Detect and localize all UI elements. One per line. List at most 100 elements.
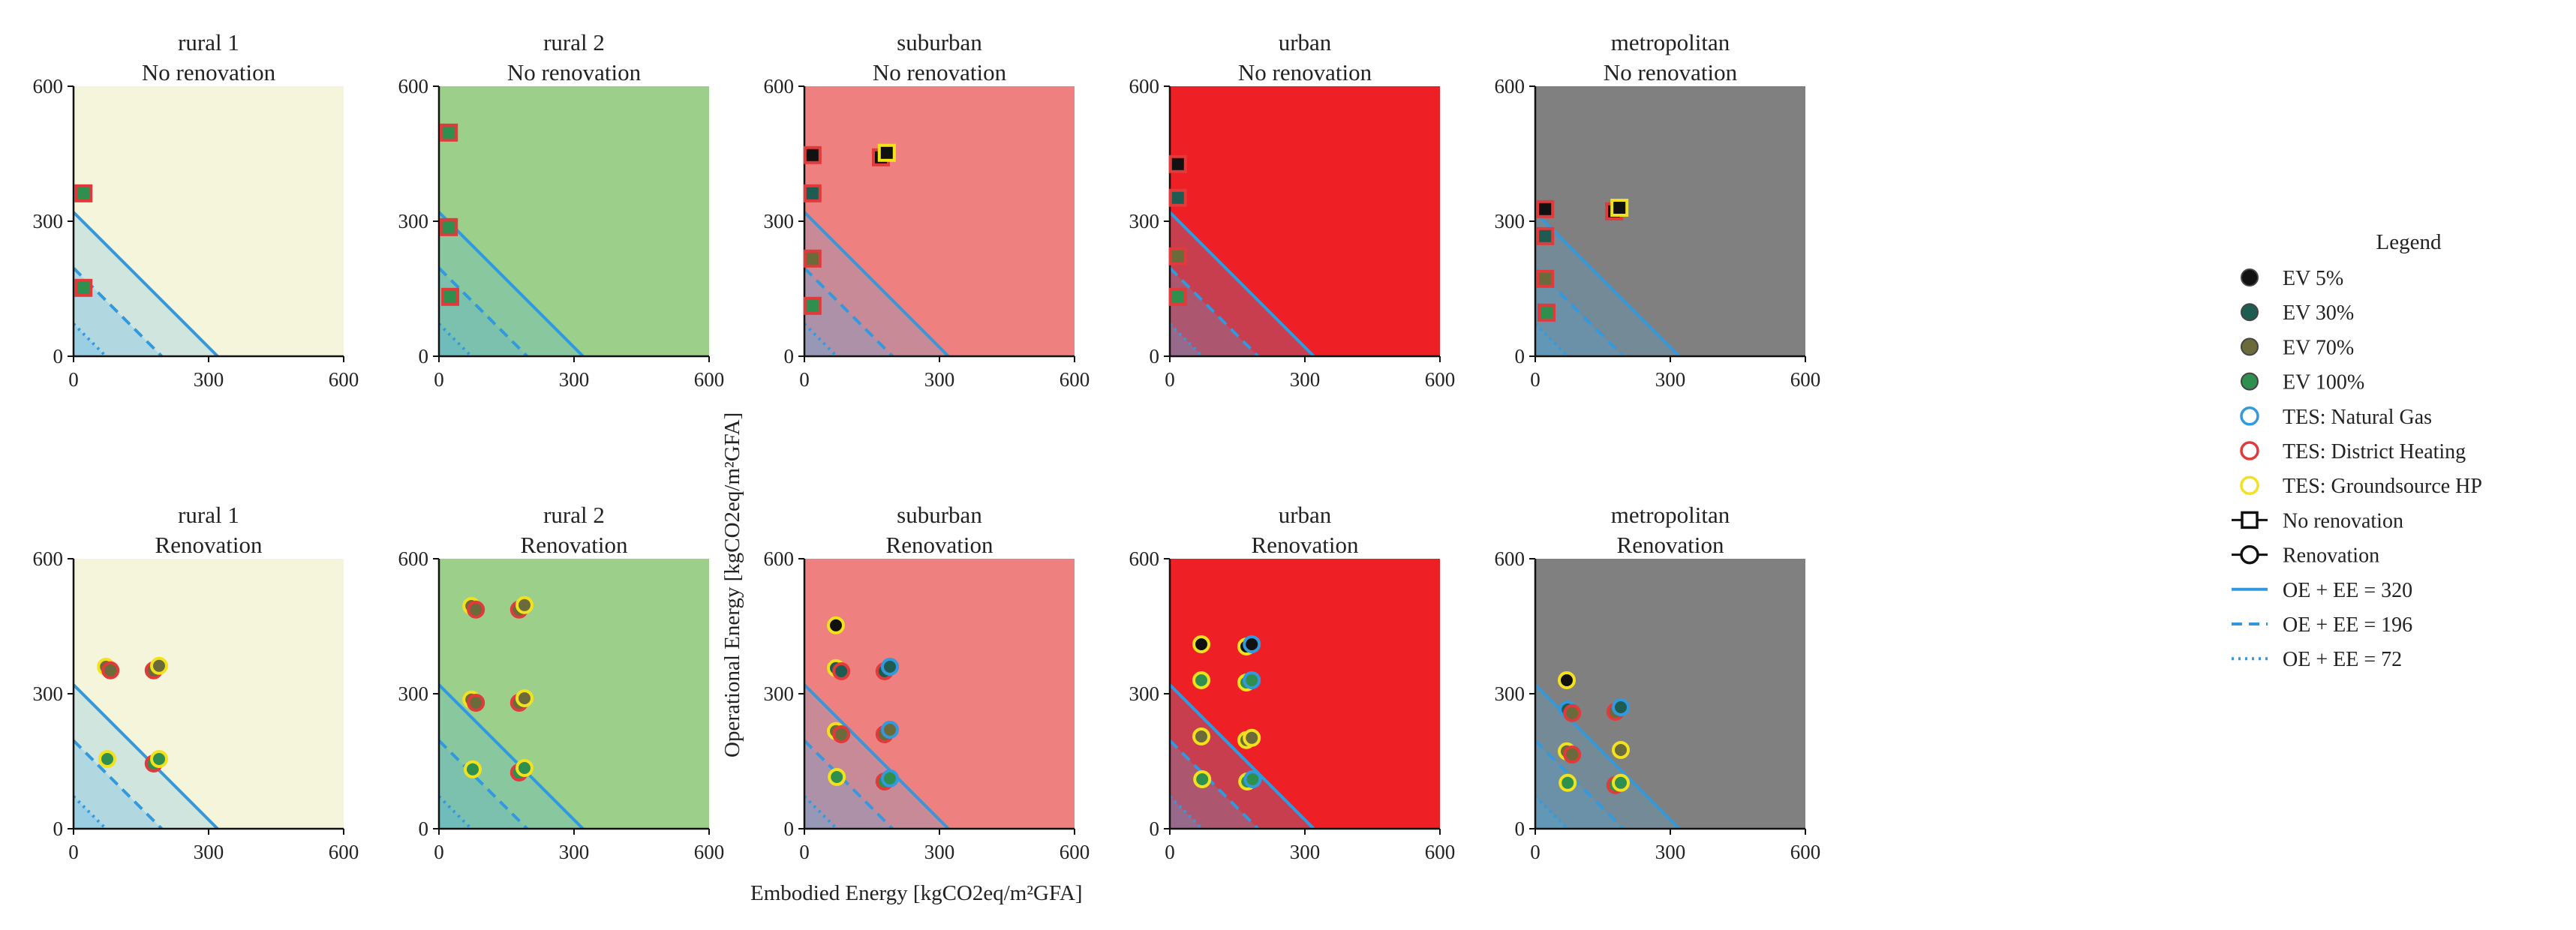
- panel-urban-nr: urban No renovation 00 300 300 600 600: [1129, 29, 1456, 391]
- data-point: [827, 616, 845, 634]
- panel-title-line1: rural 1: [178, 29, 239, 56]
- legend-item: Renovation: [2232, 544, 2379, 568]
- data-point: [803, 146, 822, 164]
- panel-title-line1: suburban: [897, 502, 982, 528]
- x-axis-label: Embodied Energy [kgCO2eq/m²GFA]: [750, 881, 1083, 905]
- data-point: [1536, 269, 1555, 288]
- data-point: [1168, 247, 1187, 266]
- panel-title-line2: No renovation: [142, 59, 276, 86]
- panel-rural2-nr: rural 2 No renovation 00 300 300 600 600: [398, 29, 725, 391]
- legend-item: OE + EE = 72: [2232, 648, 2402, 671]
- legend-label: OE + EE = 320: [2283, 579, 2412, 602]
- budget-area-72: [439, 796, 472, 829]
- budget-line-72: [74, 322, 107, 356]
- budget-line-196: [804, 266, 894, 356]
- y-tick-label: 300: [1129, 682, 1160, 705]
- budget-line-72: [439, 322, 473, 356]
- budget-line-196: [1170, 739, 1260, 829]
- y-tick-label: 600: [1129, 75, 1160, 98]
- y-tick-label: 300: [1495, 210, 1525, 232]
- panel-metro-nr: metropolitan No renovation 00 300 300 600 600: [1495, 29, 1821, 391]
- data-point: [803, 296, 822, 315]
- y-tick-label: 0: [1150, 818, 1160, 840]
- budget-area-196: [1535, 740, 1624, 829]
- legend-swatch-ring: [2240, 406, 2259, 426]
- x-tick-label: 600: [1060, 368, 1090, 391]
- data-point: [1243, 728, 1261, 747]
- panel-rural1-nr: rural 1 No renovation 00 300 300 600 600: [33, 29, 359, 391]
- panel-background: [804, 559, 1075, 829]
- legend-item: OE + EE = 196: [2232, 614, 2412, 637]
- legend-label: EV 100%: [2283, 371, 2364, 394]
- legend-swatch-ring: [2240, 441, 2259, 460]
- legend-item: EV 30%: [2241, 302, 2354, 325]
- panel-title-line2: Renovation: [155, 532, 263, 558]
- panel-background: [1170, 86, 1440, 356]
- x-tick-label: 300: [1290, 841, 1321, 863]
- budget-line-72: [74, 795, 107, 829]
- legend-label: OE + EE = 72: [2283, 648, 2402, 671]
- panel-title-line2: No renovation: [873, 59, 1007, 86]
- panel-rural1-r: rural 1 Renovation 00 300 300 600 600: [33, 502, 359, 863]
- legend: Legend EV 5% EV 30% EV 70% EV 100% TES: Natu…: [2232, 230, 2482, 671]
- x-tick-label: 600: [1060, 841, 1090, 863]
- y-tick-label: 0: [1515, 818, 1525, 840]
- data-point: [1193, 770, 1212, 788]
- data-point: [467, 694, 485, 712]
- data-point: [516, 759, 534, 777]
- data-point: [1612, 698, 1630, 716]
- x-tick-label: 600: [1425, 368, 1456, 391]
- data-point: [1612, 773, 1630, 792]
- legend-item: TES: District Heating: [2240, 440, 2466, 464]
- legend-swatch-dot: [2241, 268, 2259, 286]
- panel-title-line2: No renovation: [507, 59, 642, 86]
- data-point: [1168, 188, 1187, 207]
- x-tick-label: 300: [1290, 368, 1321, 391]
- legend-label: TES: District Heating: [2283, 440, 2466, 464]
- budget-area-72: [74, 796, 107, 829]
- legend-swatch-ring: [2240, 476, 2259, 495]
- panel-suburban-r: suburban Renovation 00 300 300 600 600: [764, 502, 1090, 863]
- data-point: [516, 596, 534, 614]
- panel-title-line1: rural 2: [543, 29, 605, 56]
- budget-line-320: [74, 211, 219, 356]
- x-tick-label: 600: [329, 368, 359, 391]
- data-point: [1192, 671, 1210, 689]
- legend-item: TES: Groundsource HP: [2240, 475, 2482, 498]
- y-axis-label: Operational Energy [kgCO2eq/m²GFA]: [720, 412, 744, 758]
- x-tick-label: 0: [68, 368, 79, 391]
- budget-line-72: [439, 795, 473, 829]
- data-point: [74, 278, 93, 297]
- y-tick-label: 300: [764, 682, 795, 705]
- legend-label: EV 70%: [2283, 336, 2354, 359]
- panel-title-line2: No renovation: [1604, 59, 1738, 86]
- legend-item: OE + EE = 320: [2232, 579, 2412, 602]
- budget-line-320: [439, 683, 585, 829]
- x-tick-label: 300: [1655, 368, 1686, 391]
- x-tick-label: 600: [694, 368, 725, 391]
- budget-areas: [1535, 211, 1681, 356]
- legend-label: TES: Groundsource HP: [2283, 475, 2482, 498]
- y-tick-label: 0: [1150, 345, 1160, 368]
- data-point: [441, 287, 459, 306]
- data-point: [1168, 154, 1187, 173]
- legend-swatch-circle: [2240, 544, 2259, 565]
- x-tick-label: 0: [68, 841, 79, 863]
- panel-background: [74, 559, 344, 829]
- data-point: [1612, 741, 1630, 759]
- budget-line-320: [804, 211, 950, 356]
- data-point: [516, 689, 534, 707]
- y-tick-label: 600: [1129, 548, 1160, 570]
- budget-areas: [1170, 211, 1315, 356]
- y-tick-label: 600: [764, 75, 795, 98]
- x-tick-label: 300: [1655, 841, 1686, 863]
- budget-line-196: [439, 739, 529, 829]
- y-tick-label: 600: [33, 75, 64, 98]
- data-point: [440, 218, 458, 236]
- data-point: [98, 750, 116, 768]
- data-point: [803, 184, 822, 202]
- x-tick-label: 0: [1165, 368, 1175, 391]
- data-point: [1243, 770, 1262, 788]
- panel-suburban-nr: suburban No renovation 00 300 300 600 600: [764, 29, 1090, 391]
- panel-title-line2: Renovation: [1252, 532, 1359, 558]
